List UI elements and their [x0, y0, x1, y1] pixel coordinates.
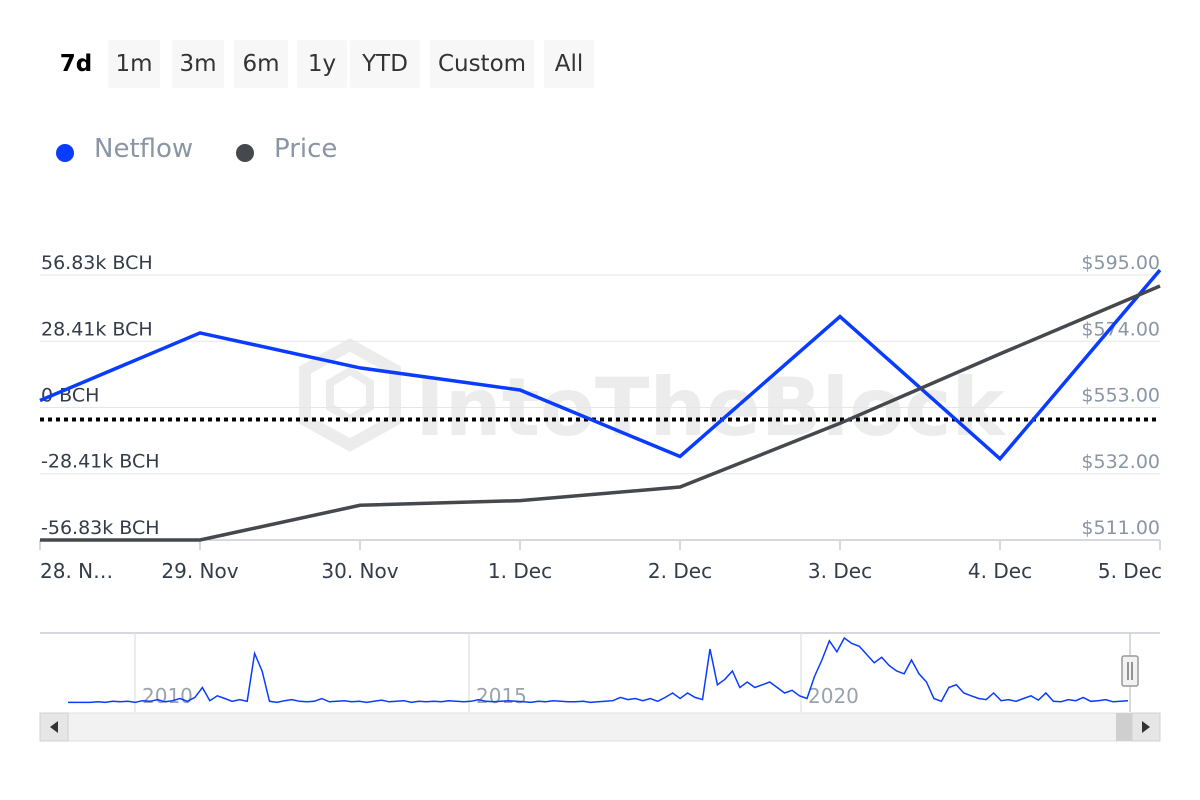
left-tick-label: -28.41k BCH: [41, 451, 160, 473]
navigator-scrollbar-thumb[interactable]: [1116, 713, 1132, 741]
left-axis: 56.83k BCH 28.41k BCH 0 BCH -28.41k BCH -56.…: [41, 252, 160, 539]
range-button-custom[interactable]: Custom: [430, 40, 534, 88]
series-line-price: [40, 284, 1161, 542]
legend-label-netflow: Netflow: [94, 134, 194, 164]
series-line-netflow: [39, 268, 1162, 462]
watermark: IntoTheBlock: [299, 338, 1006, 454]
range-button-1m[interactable]: 1m: [108, 40, 160, 88]
x-axis: 28. N… 29. Nov 30. Nov 1. Dec 2. Dec 3. Dec 4.…: [39, 539, 1162, 583]
x-tick-label: 29. Nov: [161, 559, 238, 583]
arrow-right-icon: [1142, 721, 1150, 733]
navigator-year-label: 2020: [808, 684, 859, 708]
left-tick-label: 0 BCH: [41, 385, 99, 407]
range-button-ytd[interactable]: YTD: [350, 40, 420, 88]
left-tick-label: -56.83k BCH: [41, 517, 160, 539]
navigator-series-line: [68, 636, 1129, 704]
navigator-handle-icon[interactable]: [1121, 655, 1139, 687]
left-tick-label: 56.83k BCH: [41, 252, 153, 274]
range-button-7d[interactable]: 7d: [52, 40, 100, 88]
x-tick-label: 4. Dec: [968, 559, 1032, 583]
series-layer: [39, 268, 1162, 542]
legend-item-price[interactable]: Price: [232, 130, 352, 174]
right-tick-label: $553.00: [1081, 385, 1160, 407]
x-tick-label: 5. Dec: [1098, 559, 1162, 583]
right-tick-label: $574.00: [1081, 318, 1160, 340]
navigator-scrollbar-track[interactable]: [39, 712, 1161, 742]
range-button-all[interactable]: All: [544, 40, 594, 88]
navigator-year-label: 2015: [476, 684, 527, 708]
range-button-1y[interactable]: 1y: [297, 40, 347, 88]
x-tick-label: 3. Dec: [808, 559, 872, 583]
right-axis: $595.00 $574.00 $553.00 $532.00 $511.00: [1081, 252, 1160, 539]
x-tick-label: 28. N…: [40, 559, 113, 583]
right-tick-label: $511.00: [1081, 517, 1160, 539]
legend-label-price: Price: [274, 134, 338, 164]
left-tick-label: 28.41k BCH: [41, 318, 153, 340]
chart-grid: [40, 274, 1160, 541]
navigator-year-label: 2010: [142, 684, 193, 708]
x-tick-label: 30. Nov: [321, 559, 398, 583]
x-tick-label: 2. Dec: [648, 559, 712, 583]
range-button-6m[interactable]: 6m: [234, 40, 288, 88]
right-tick-label: $532.00: [1081, 451, 1160, 473]
navigator: 2010 2015 2020: [39, 632, 1161, 742]
range-button-3m[interactable]: 3m: [172, 40, 224, 88]
legend-dot-netflow-icon: [56, 144, 74, 162]
x-tick-label: 1. Dec: [488, 559, 552, 583]
arrow-left-icon: [50, 721, 58, 733]
legend-item-netflow[interactable]: Netflow: [52, 130, 212, 174]
navigator-handle-body[interactable]: [1121, 655, 1139, 687]
right-tick-label: $595.00: [1081, 252, 1160, 274]
legend-dot-price-icon: [236, 144, 254, 162]
